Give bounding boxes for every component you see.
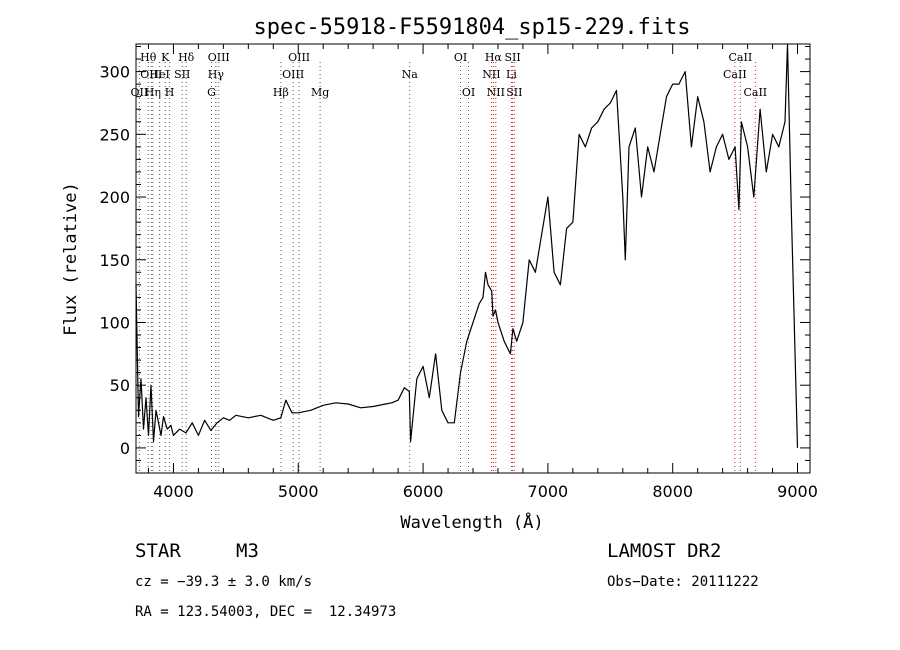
line-label: CaII: [729, 51, 753, 64]
line-label: Hδ: [178, 51, 195, 64]
spectrum-series: [135, 43, 799, 448]
chart-title: spec-55918-F5591804_sp15-229.fits: [253, 15, 690, 40]
line-label: SII: [504, 51, 520, 64]
line-label: Hγ: [208, 68, 225, 81]
line-label: K: [161, 51, 170, 64]
line-label: OIII: [288, 51, 310, 64]
line-label: SII: [506, 86, 522, 99]
line-label: OIII: [208, 51, 230, 64]
line-label: SII: [174, 68, 190, 81]
y-tick-label: 300: [99, 63, 130, 82]
line-label: G: [207, 86, 216, 99]
line-label: Hθ: [140, 51, 157, 64]
line-label: CaII: [743, 86, 767, 99]
redshift-info: cz = −39.3 ± 3.0 km/s: [135, 574, 313, 590]
line-label: NII: [487, 86, 505, 99]
survey-name: LAMOST DR2: [607, 540, 722, 562]
x-tick-label: 4000: [153, 482, 194, 501]
y-tick-label: 150: [99, 251, 130, 270]
plot-frame: [135, 43, 811, 474]
object-class: STAR: [135, 540, 181, 562]
ra-dec: RA = 123.54003, DEC = 12.34973: [135, 604, 397, 620]
line-label: H: [165, 86, 175, 99]
line-label: Hα: [485, 51, 503, 64]
line-label: NII: [482, 68, 500, 81]
y-tick-label: 100: [99, 313, 130, 332]
line-label: HeI: [149, 68, 169, 81]
line-label: Na: [402, 68, 419, 81]
spectrum-line: [135, 43, 799, 448]
y-axis-label: Flux (relative): [61, 182, 81, 336]
object-subclass: M3: [236, 540, 259, 562]
y-tick-label: 0: [120, 439, 130, 458]
x-tick-label: 8000: [652, 482, 693, 501]
axes: 4000 5000 6000 7000 8000 9000 0 50 100 150 200 250 3…: [99, 43, 818, 501]
x-tick-label: 5000: [278, 482, 319, 501]
y-tick-label: 200: [99, 188, 130, 207]
obs-date: Obs−Date: 20111222: [607, 574, 759, 590]
y-tick-label: 250: [99, 125, 130, 144]
line-label: Hβ: [273, 86, 289, 99]
x-tick-label: 7000: [528, 482, 569, 501]
line-label: OI: [462, 86, 475, 99]
x-axis-label: Wavelength (Å): [400, 511, 543, 533]
line-label: Li: [506, 68, 517, 81]
x-tick-label: 6000: [403, 482, 444, 501]
line-label: OIII: [282, 68, 304, 81]
line-label: CaII: [723, 68, 747, 81]
line-label: OII: [131, 86, 149, 99]
line-label: OI: [454, 51, 467, 64]
line-label: Hη: [145, 86, 161, 99]
x-tick-label: 9000: [777, 482, 818, 501]
y-tick-label: 50: [110, 376, 130, 395]
line-label: Mg: [311, 86, 329, 99]
